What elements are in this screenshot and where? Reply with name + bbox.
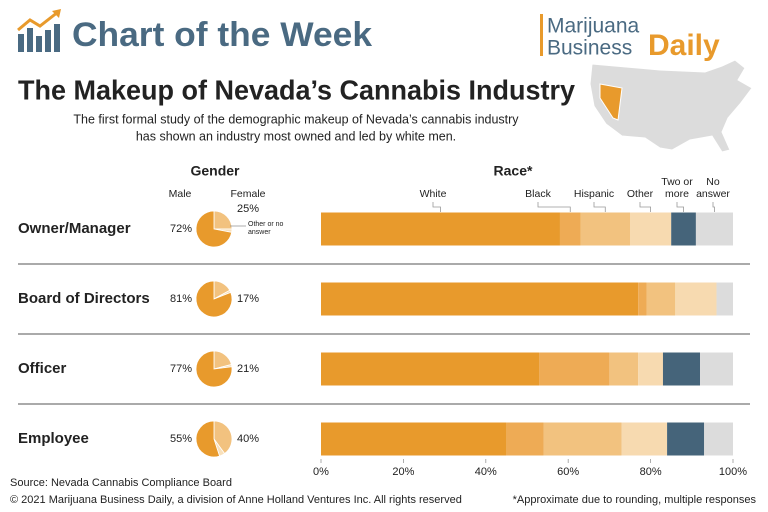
legend-label: Hispanic — [573, 188, 615, 200]
bar-segment — [543, 422, 622, 456]
value-label: 21% — [237, 363, 259, 375]
legend-label: Black — [525, 188, 551, 200]
row-label: Board of Directors — [18, 290, 150, 307]
pie-slice — [195, 350, 233, 388]
x-tick-label: 40% — [475, 466, 497, 478]
pie-slice — [195, 420, 221, 458]
legend-label: Male — [169, 188, 192, 200]
subtitle: has shown an industry most owned and led… — [136, 129, 456, 143]
source: Source: Nevada Cannabis Compliance Board — [10, 477, 232, 489]
bar-segment — [662, 352, 701, 386]
bar-segment — [321, 212, 560, 246]
bar-segment — [580, 212, 630, 246]
legend-label: Two or more — [661, 176, 693, 200]
x-tick-label: 0% — [313, 466, 329, 478]
pie-slice — [213, 420, 233, 455]
x-tick-label: 20% — [392, 466, 414, 478]
bar-segment — [667, 422, 705, 456]
bar-segment — [646, 282, 676, 316]
chart-title: Race* — [494, 163, 533, 179]
value-label: 17% — [237, 293, 259, 305]
bar-segment — [321, 422, 507, 456]
annotation: Other or no answer — [248, 221, 284, 236]
bar-segment — [675, 282, 717, 316]
value-label: 72% — [170, 223, 192, 235]
legend-label: Other — [626, 188, 654, 200]
footnote: *Approximate due to rounding, multiple r… — [513, 494, 757, 506]
bar-segment — [609, 352, 639, 386]
x-tick-label: 80% — [640, 466, 662, 478]
leader-line — [639, 202, 651, 212]
x-tick-label: 60% — [557, 466, 579, 478]
value-label: 77% — [170, 363, 192, 375]
pie-slice — [213, 210, 233, 230]
legend-label: Female — [230, 188, 265, 200]
bar-segment — [539, 352, 610, 386]
bar-segment — [695, 212, 733, 246]
value-label: 25% — [237, 203, 259, 215]
brand-line2: Business — [547, 37, 632, 60]
value-label: 55% — [170, 433, 192, 445]
bar-segment — [671, 212, 696, 246]
brand-bar — [540, 14, 543, 56]
bar-segment — [630, 212, 672, 246]
copyright: © 2021 Marijuana Business Daily, a divis… — [10, 494, 462, 506]
chart-title: Gender — [190, 163, 240, 179]
chart-icon — [17, 9, 61, 52]
x-tick-label: 100% — [719, 466, 747, 478]
bar-segment — [506, 422, 544, 456]
pie-slice — [195, 280, 233, 318]
bar-segment — [700, 352, 733, 386]
legend-label: White — [419, 188, 447, 200]
leader-line — [432, 202, 441, 212]
section-title: Chart of the Week — [72, 16, 372, 54]
row-label: Employee — [18, 430, 89, 447]
leader-line — [593, 202, 606, 212]
bar-segment — [321, 352, 540, 386]
leader-line — [712, 202, 715, 212]
subtitle: The first formal study of the demographi… — [73, 112, 519, 126]
main-title: The Makeup of Nevada’s Cannabis Industry — [18, 74, 575, 105]
bar-segment — [321, 282, 639, 316]
legend-label: No answer — [696, 176, 730, 200]
bar-segment — [638, 352, 663, 386]
row-label: Owner/Manager — [18, 220, 131, 237]
value-label: 81% — [170, 293, 192, 305]
brand-line1: Marijuana — [547, 15, 640, 38]
leader-line — [537, 202, 571, 212]
bar-segment — [716, 282, 733, 316]
leader-line — [676, 202, 684, 212]
bar-segment — [638, 282, 647, 316]
bar-segment — [704, 422, 733, 456]
pie-slice — [195, 210, 233, 248]
value-label: 40% — [237, 433, 259, 445]
brand-accent: Daily — [648, 29, 720, 62]
row-label: Officer — [18, 360, 67, 377]
bar-segment — [621, 422, 668, 456]
us-map — [589, 59, 753, 153]
bar-segment — [559, 212, 581, 246]
